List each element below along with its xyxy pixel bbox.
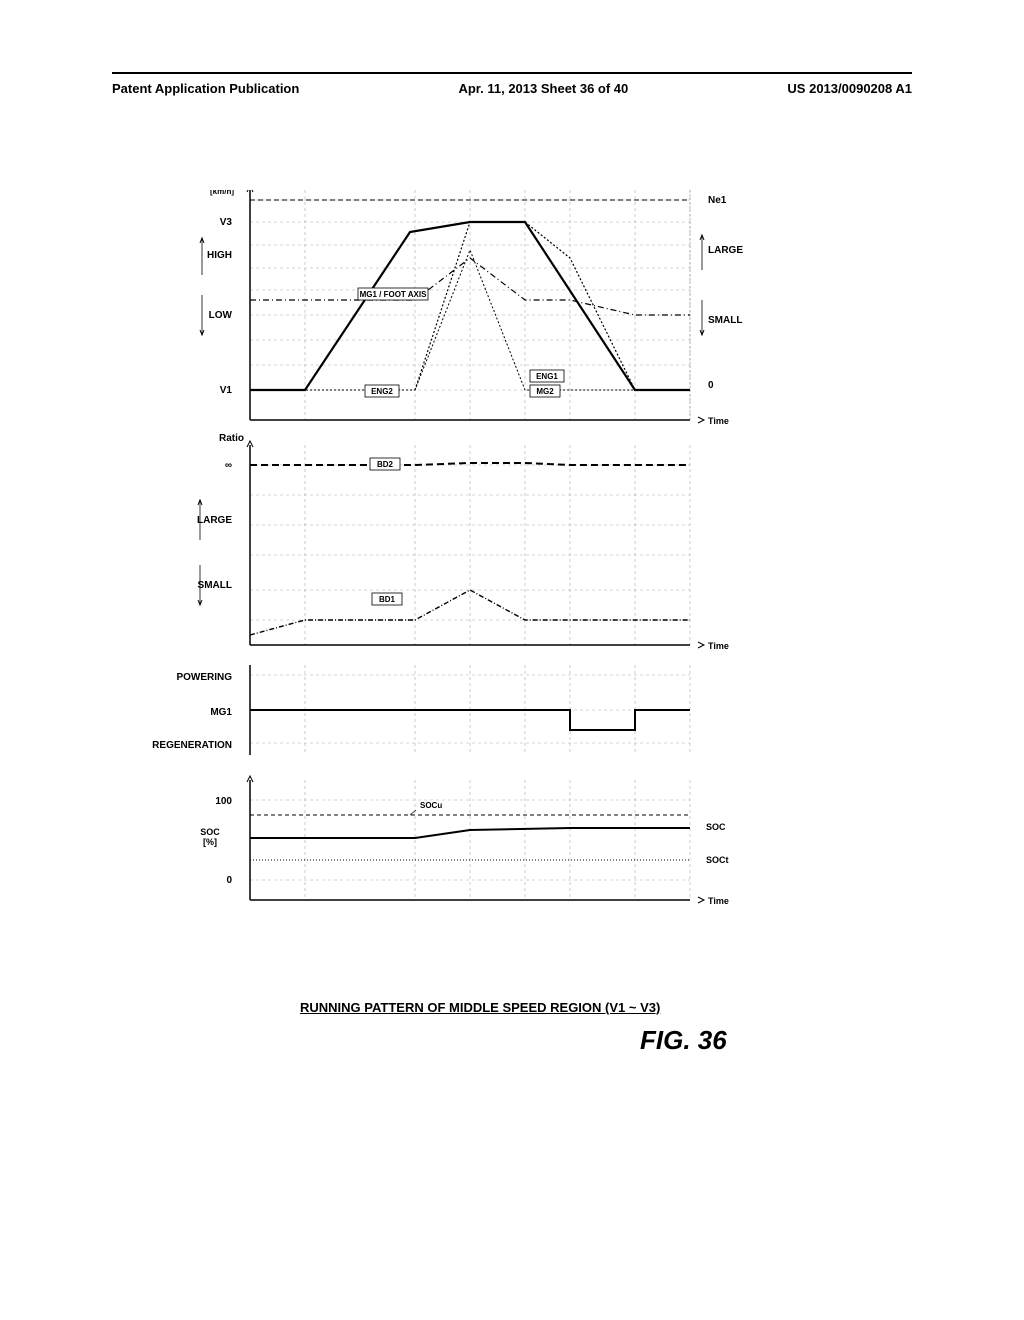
svg-text:∞: ∞: [225, 460, 232, 471]
svg-text:0: 0: [708, 380, 714, 391]
figure-caption: RUNNING PATTERN OF MIDDLE SPEED REGION (…: [300, 1000, 660, 1015]
figure: SERIESENG1 RUNNINGENG1ENG2RUNNINGENG2 RU…: [140, 190, 840, 990]
svg-text:BD1: BD1: [379, 595, 396, 604]
svg-text:Ne1: Ne1: [708, 195, 727, 206]
header-center: Apr. 11, 2013 Sheet 36 of 40: [458, 81, 628, 96]
svg-text:Ratio: Ratio: [219, 433, 244, 444]
svg-text:Time: Time: [708, 416, 729, 426]
svg-text:ENG1: ENG1: [536, 372, 558, 381]
svg-text:LARGE: LARGE: [197, 515, 232, 526]
svg-text:[%]: [%]: [203, 837, 217, 847]
svg-text:SOCu: SOCu: [420, 801, 442, 810]
svg-text:LARGE: LARGE: [708, 245, 743, 256]
svg-text:SMALL: SMALL: [198, 580, 232, 591]
header-right: US 2013/0090208 A1: [787, 81, 912, 96]
svg-text:SOC: SOC: [706, 822, 726, 832]
svg-text:100: 100: [215, 796, 232, 807]
svg-text:SOC: SOC: [200, 827, 220, 837]
header-left: Patent Application Publication: [112, 81, 299, 96]
svg-text:Time: Time: [708, 896, 729, 906]
page-header: Patent Application Publication Apr. 11, …: [112, 72, 912, 96]
svg-text:POWERING: POWERING: [176, 672, 232, 683]
svg-text:SMALL: SMALL: [708, 315, 742, 326]
svg-text:HIGH: HIGH: [207, 250, 232, 261]
svg-text:LOW: LOW: [209, 310, 233, 321]
svg-text:ENG2: ENG2: [371, 387, 393, 396]
svg-text:V1: V1: [220, 385, 233, 396]
svg-text:BD2: BD2: [377, 460, 394, 469]
svg-text:MG1 / FOOT AXIS: MG1 / FOOT AXIS: [360, 290, 427, 299]
svg-text:REGENERATION: REGENERATION: [152, 740, 232, 751]
svg-text:V3: V3: [220, 217, 233, 228]
svg-text:Time: Time: [708, 641, 729, 651]
figure-number: FIG. 36: [640, 1025, 727, 1056]
svg-text:MG2: MG2: [536, 387, 554, 396]
svg-text:SOCt: SOCt: [706, 855, 729, 865]
svg-text:[km/h]: [km/h]: [210, 190, 234, 196]
chart-svg: SERIESENG1 RUNNINGENG1ENG2RUNNINGENG2 RU…: [140, 190, 840, 990]
svg-text:MG1: MG1: [210, 707, 232, 718]
svg-text:0: 0: [226, 875, 232, 886]
